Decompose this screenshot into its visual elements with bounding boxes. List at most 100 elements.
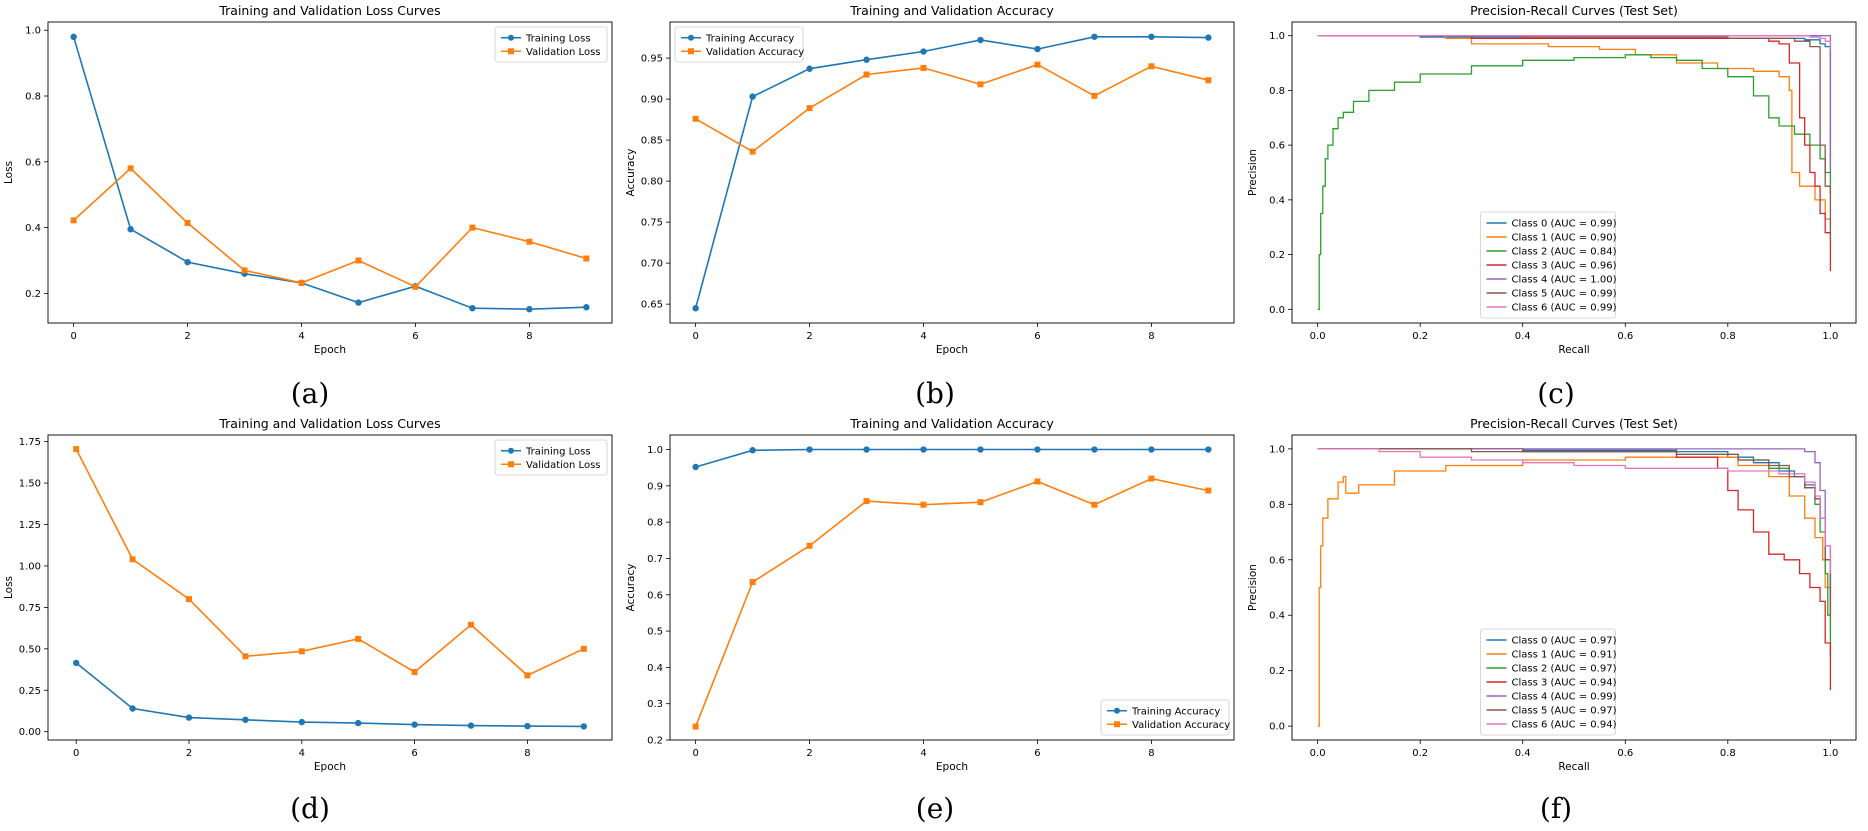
- x-tick-label: 8: [1148, 748, 1154, 759]
- series-2: [1317, 54, 1832, 310]
- plot-frame: [47, 434, 613, 741]
- legend-marker: [508, 48, 514, 55]
- data-point: [580, 645, 587, 652]
- legend-item: Validation Loss: [501, 47, 601, 58]
- chart-title: Precision-Recall Curves (Test Set): [1470, 3, 1678, 18]
- y-tick-label: 0.70: [641, 259, 663, 270]
- legend-marker: [1114, 707, 1120, 714]
- legend-label: Training Accuracy: [1131, 706, 1220, 717]
- series-0: [692, 33, 1212, 312]
- data-point: [920, 48, 927, 55]
- x-tick-label: 6: [412, 331, 418, 342]
- series-1: [1317, 456, 1832, 727]
- data-point: [806, 446, 813, 453]
- legend-item: Class 5 (AUC = 0.99): [1486, 289, 1617, 300]
- legend-marker: [508, 461, 514, 468]
- legend-label: Class 3 (AUC = 0.94): [1512, 678, 1617, 689]
- data-point: [355, 635, 362, 642]
- data-point: [806, 105, 813, 112]
- y-tick-label: 0.25: [19, 686, 41, 697]
- data-point: [355, 257, 362, 264]
- legend: Training Accuracy Validation Accuracy: [674, 26, 804, 63]
- y-tick-label: 1.0: [25, 26, 41, 37]
- series-line: [1317, 456, 1832, 727]
- series-line: [694, 477, 1209, 727]
- legend: Training Accuracy Validation Accuracy: [1100, 699, 1230, 736]
- data-point: [1034, 45, 1041, 53]
- data-point: [1034, 446, 1041, 453]
- plot-frame: [47, 21, 613, 324]
- data-point: [127, 165, 134, 172]
- y-tick-label: 1.0: [1269, 444, 1285, 455]
- legend-item: Class 2 (AUC = 0.97): [1486, 664, 1617, 675]
- panel-c: Precision-Recall Curves (Test Set) 0.0 0.2…: [1247, 3, 1857, 410]
- series-line: [75, 448, 585, 677]
- data-point: [1205, 34, 1212, 41]
- legend-item: Class 2 (AUC = 0.84): [1486, 247, 1617, 258]
- data-point: [298, 648, 305, 655]
- data-point: [863, 498, 870, 505]
- x-tick-label: 8: [1148, 331, 1154, 342]
- legend-item: Training Loss: [501, 446, 591, 457]
- legend-label: Validation Loss: [526, 460, 601, 471]
- panel-e: Training and Validation Accuracy 0 2 4 6 8 0.2…: [625, 416, 1235, 825]
- x-tick-label: 0.2: [1412, 331, 1428, 342]
- y-tick-label: 0.4: [1269, 611, 1285, 622]
- y-tick-label: 0.4: [647, 663, 663, 674]
- series-0: [70, 33, 590, 313]
- x-tick-label: 1.0: [1822, 331, 1838, 342]
- legend-label: Class 2 (AUC = 0.97): [1512, 664, 1617, 675]
- data-point: [977, 446, 984, 453]
- data-point: [468, 621, 474, 628]
- data-point: [70, 217, 77, 224]
- x-axis-label: Epoch: [936, 761, 968, 773]
- series-line: [1317, 448, 1832, 574]
- data-point: [1091, 501, 1098, 508]
- series-1: [692, 475, 1212, 730]
- legend-label: Training Loss: [525, 446, 591, 457]
- data-point: [241, 267, 248, 274]
- x-tick-label: 2: [184, 331, 190, 342]
- data-point: [920, 64, 927, 71]
- series-1: [1317, 35, 1832, 228]
- y-tick-label: 0.5: [647, 627, 663, 638]
- y-tick-label: 1.00: [19, 561, 41, 572]
- data-point: [73, 659, 80, 667]
- legend-label: Class 3 (AUC = 0.96): [1512, 261, 1617, 272]
- series-line: [72, 36, 587, 311]
- y-tick-label: 0.8: [25, 92, 41, 103]
- legend-label: Class 2 (AUC = 0.84): [1512, 247, 1617, 258]
- legend-item: Training Accuracy: [1107, 706, 1220, 717]
- data-point: [692, 305, 699, 312]
- y-tick-label: 0.4: [25, 223, 41, 234]
- series-0: [73, 659, 587, 730]
- y-tick-label: 0.2: [647, 736, 663, 747]
- legend-item: Class 6 (AUC = 0.99): [1486, 303, 1617, 314]
- series-6: [1317, 35, 1832, 50]
- chart-title: Training and Validation Loss Curves: [218, 3, 440, 18]
- data-point: [185, 714, 193, 721]
- data-point: [467, 722, 475, 729]
- data-point: [1091, 33, 1098, 40]
- x-tick-label: 4: [298, 331, 304, 342]
- y-tick-label: 1.50: [19, 479, 41, 490]
- data-point: [469, 304, 476, 312]
- legend-item: Class 0 (AUC = 0.99): [1486, 219, 1617, 230]
- data-point: [692, 463, 699, 471]
- data-point: [977, 499, 984, 506]
- legend-marker: [688, 48, 694, 55]
- data-point: [129, 556, 136, 563]
- plot-frame: [669, 21, 1235, 324]
- data-point: [749, 148, 756, 155]
- data-point: [242, 653, 249, 660]
- data-point: [977, 81, 984, 88]
- data-point: [298, 279, 305, 286]
- legend-label: Class 0 (AUC = 0.99): [1512, 219, 1617, 230]
- data-point: [1148, 446, 1155, 453]
- series-line: [1317, 54, 1832, 310]
- data-point: [583, 304, 590, 311]
- data-point: [184, 258, 191, 266]
- y-tick-label: 1.0: [647, 445, 663, 456]
- y-tick-label: 0.90: [641, 95, 663, 106]
- legend: Class 0 (AUC = 0.99) Class 1 (AUC = 0.90)…: [1480, 211, 1617, 319]
